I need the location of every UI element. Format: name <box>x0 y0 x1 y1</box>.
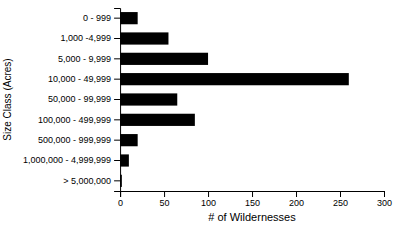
y-tick: 1,000 -4,999 <box>61 33 121 43</box>
x-tick-label: 100 <box>201 198 216 208</box>
bar <box>120 12 138 24</box>
x-axis-title: # of Wildernesses <box>208 211 296 223</box>
bar <box>120 134 138 146</box>
y-tick: 0 - 999 <box>83 13 120 23</box>
y-tick: 10,000 - 49,999 <box>48 74 120 84</box>
y-tick-mark <box>114 58 120 59</box>
x-axis: 0 50 100 150 200 250 300 <box>118 191 392 208</box>
y-axis: 0 - 999 1,000 -4,999 5,000 - 9,999 10,000 -… <box>23 9 121 192</box>
y-tick: 1,000,000 - 4,999,999 <box>23 155 120 165</box>
plot: 0 50 100 150 200 250 300 0 - 999 1,000 -4,999 5,0… <box>23 9 392 209</box>
x-tick-label: 300 <box>377 198 392 208</box>
y-tick-label: 1,000,000 - 4,999,999 <box>23 155 111 165</box>
x-axis-line <box>121 192 385 198</box>
y-tick: 500,000 - 999,999 <box>38 135 120 145</box>
y-tick-label: 10,000 - 49,999 <box>48 74 111 84</box>
x-tick-mark <box>340 191 341 197</box>
y-tick-mark <box>114 140 120 141</box>
x-tick-label: 250 <box>333 198 348 208</box>
bar <box>120 73 349 85</box>
y-tick-label: 5,000 - 9,999 <box>58 54 111 64</box>
y-tick-mark <box>114 160 120 161</box>
x-tick-mark <box>164 191 165 197</box>
y-axis-title: Size Class (Acres) <box>2 58 13 140</box>
y-tick-mark <box>114 79 120 80</box>
x-tick-label: 150 <box>245 198 260 208</box>
y-tick-label: 50,000 - 99,999 <box>48 94 111 104</box>
x-tick-label: 50 <box>160 198 170 208</box>
x-tick-mark <box>252 191 253 197</box>
x-tick: 100 <box>201 191 216 208</box>
bars <box>120 12 349 187</box>
x-tick: 0 <box>118 191 123 208</box>
x-tick-mark <box>208 191 209 197</box>
bar <box>120 93 177 105</box>
y-tick-mark <box>114 119 120 120</box>
x-tick: 150 <box>245 191 260 208</box>
x-tick-label: 0 <box>118 198 123 208</box>
y-tick: 100,000 - 499,999 <box>38 115 120 125</box>
bar <box>120 154 129 166</box>
x-tick: 250 <box>333 191 348 208</box>
y-tick-label: 500,000 - 999,999 <box>38 135 111 145</box>
y-tick-mark <box>114 99 120 100</box>
bar <box>120 53 208 65</box>
y-tick-mark <box>114 18 120 19</box>
bar <box>120 32 168 44</box>
x-tick-label: 200 <box>289 198 304 208</box>
y-tick-mark <box>114 180 120 181</box>
x-tick: 50 <box>160 191 170 208</box>
chart: 0 50 100 150 200 250 300 0 - 999 1,000 -4,999 5,0… <box>0 0 400 227</box>
y-tick-label: 100,000 - 499,999 <box>38 115 111 125</box>
x-tick-mark <box>296 191 297 197</box>
y-tick-mark <box>114 38 120 39</box>
x-tick: 300 <box>377 191 392 208</box>
x-tick-mark <box>384 191 385 197</box>
y-tick-label: 1,000 -4,999 <box>61 33 112 43</box>
y-tick-label: > 5,000,000 <box>63 176 111 186</box>
y-tick: 50,000 - 99,999 <box>48 94 120 104</box>
y-axis-line <box>114 9 121 192</box>
y-tick-label: 0 - 999 <box>83 13 111 23</box>
bar <box>120 114 195 126</box>
x-tick: 200 <box>289 191 304 208</box>
y-tick: > 5,000,000 <box>63 176 120 186</box>
y-tick: 5,000 - 9,999 <box>58 54 120 64</box>
